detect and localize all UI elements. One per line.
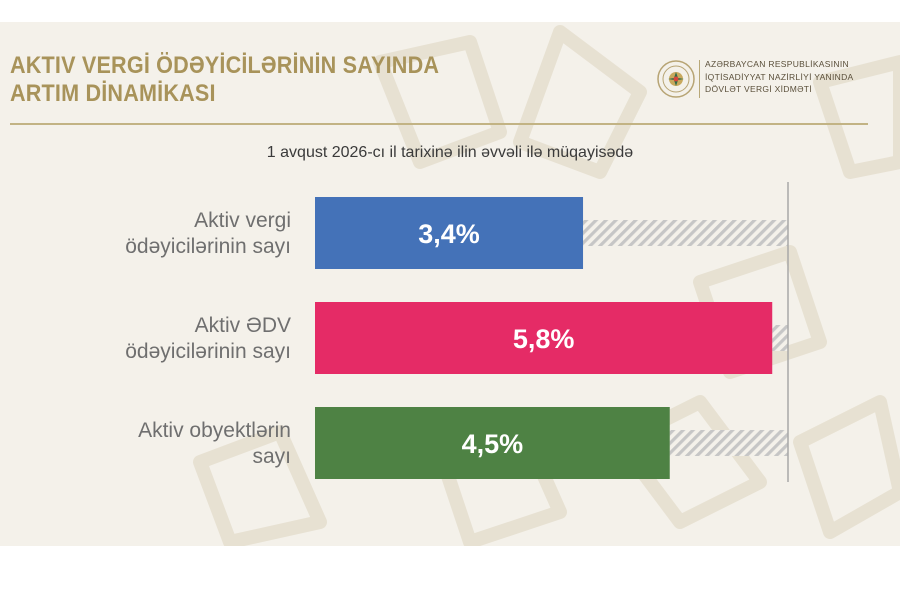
title-line-1: AKTIV VERGİ ÖDƏYİCİLƏRİNİN SAYINDA bbox=[10, 52, 440, 79]
state-emblem-icon bbox=[657, 60, 695, 98]
category-label: ödəyicilərinin sayı bbox=[125, 340, 291, 363]
infographic-card: AKTIV VERGİ ÖDƏYİCİLƏRİNİN SAYINDA ARTIM… bbox=[0, 22, 900, 546]
bar bbox=[315, 302, 773, 374]
title-line-2: ARTIM DİNAMİKASI bbox=[10, 80, 216, 107]
org-divider bbox=[699, 60, 700, 98]
data-label: 5,8% bbox=[513, 324, 575, 354]
org-line-2: İQTİSADİYYAT NAZİRLİYİ YANINDA bbox=[705, 71, 854, 82]
category-label: ödəyicilərinin sayı bbox=[125, 235, 291, 258]
bar bbox=[315, 197, 584, 269]
organization-name: AZƏRBAYCAN RESPUBLİKASININ İQTİSADİYYAT … bbox=[705, 58, 854, 96]
category-label: Aktiv ƏDV bbox=[195, 314, 291, 337]
bar-remainder bbox=[583, 220, 788, 246]
org-line-3: DÖVLƏT VERGİ XİDMƏTİ bbox=[705, 84, 812, 94]
bar-chart: 3,4% Aktiv vergi ödəyicilərinin sayı 5,8% Ak… bbox=[125, 182, 789, 482]
page-title: AKTIV VERGİ ÖDƏYİCİLƏRİNİN SAYINDA ARTIM… bbox=[10, 52, 439, 108]
data-label: 4,5% bbox=[462, 429, 524, 459]
data-label: 3,4% bbox=[418, 219, 480, 249]
category-label: sayı bbox=[252, 445, 291, 468]
bar-remainder bbox=[669, 430, 788, 456]
org-line-1: AZƏRBAYCAN RESPUBLİKASININ bbox=[705, 59, 849, 69]
category-label: Aktiv vergi bbox=[194, 209, 291, 232]
chart-subtitle: 1 avqust 2026-cı il tarixinə ilin əvvəli… bbox=[266, 144, 634, 161]
bar-remainder bbox=[772, 325, 788, 351]
decorative-pattern bbox=[193, 25, 900, 546]
bar bbox=[315, 407, 670, 479]
category-label: Aktiv obyektlərin bbox=[138, 419, 291, 442]
header-divider bbox=[10, 123, 868, 125]
